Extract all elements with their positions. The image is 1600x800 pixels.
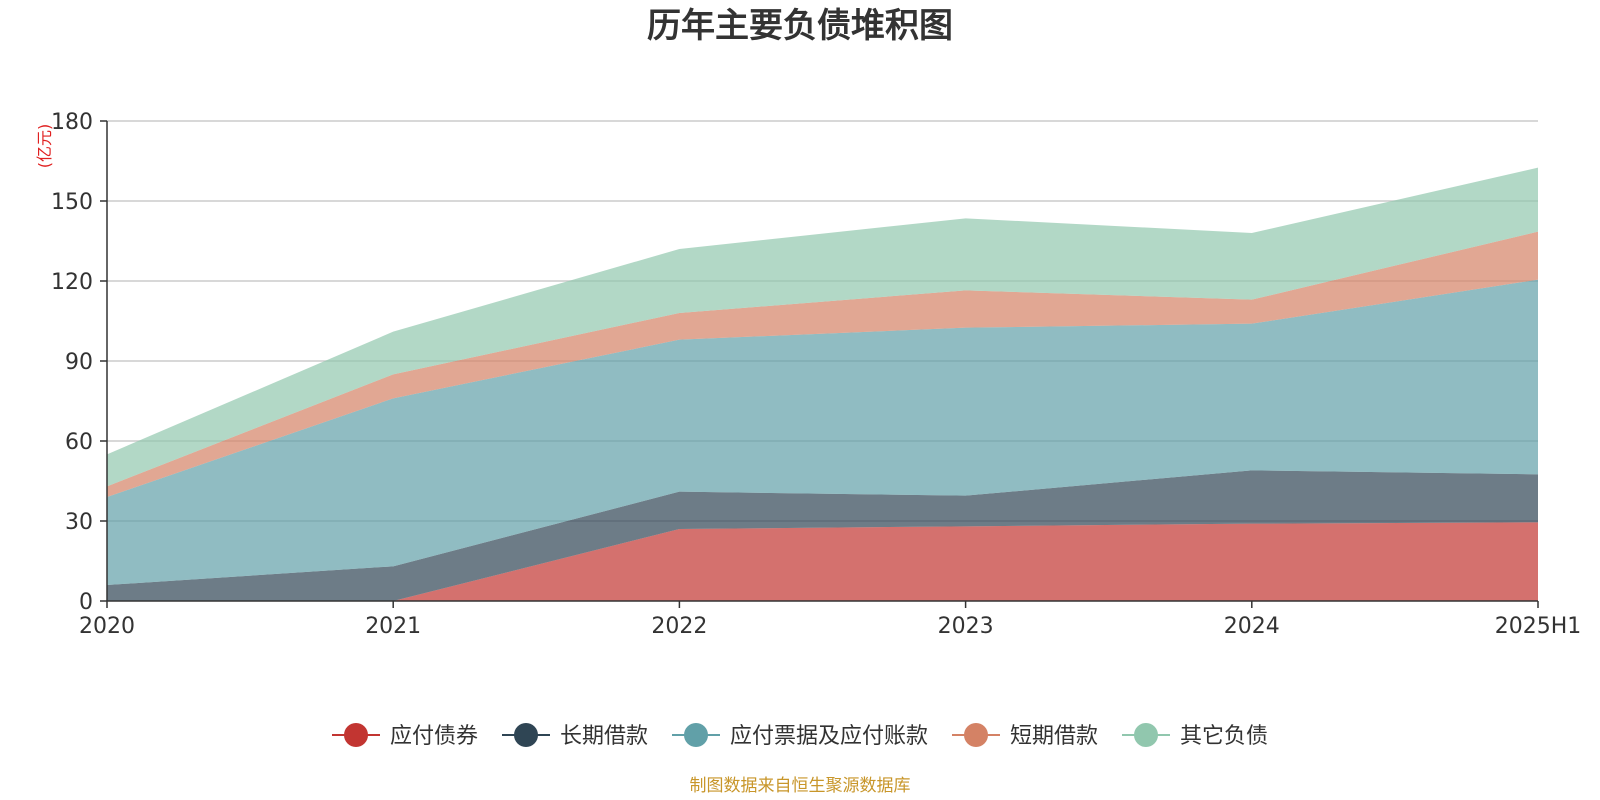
data-source-note: 制图数据来自恒生聚源数据库 <box>690 776 911 796</box>
legend-label: 应付票据及应付账款 <box>730 724 928 749</box>
area-series-3[interactable] <box>107 231 1538 498</box>
area-series-0[interactable] <box>107 522 1538 601</box>
x-tick-label: 2020 <box>79 614 135 639</box>
y-tick-label: 90 <box>65 350 93 375</box>
chart-title: 历年主要负债堆积图 <box>647 6 953 46</box>
x-tick-label: 2025H1 <box>1495 614 1582 639</box>
area-layer <box>107 167 1538 601</box>
legend-item-1[interactable]: 长期借款 <box>502 723 648 749</box>
x-tick-label: 2024 <box>1224 614 1280 639</box>
y-tick-label: 0 <box>79 590 93 615</box>
y-tick-label: 120 <box>51 270 93 295</box>
axis-layer: 0 30 60 90 120 150 180 2020 2021 2022 2023 2024 2025… <box>51 110 1581 639</box>
legend-label: 长期借款 <box>560 724 648 749</box>
x-tick-label: 2023 <box>938 614 994 639</box>
area-series-4[interactable] <box>107 167 1538 487</box>
y-tick-label: 60 <box>65 430 93 455</box>
area-series-1[interactable] <box>107 470 1538 601</box>
legend-marker <box>1134 723 1158 747</box>
x-tick-label: 2021 <box>365 614 421 639</box>
legend[interactable]: 应付债券 长期借款 应付票据及应付账款 短期借款 其它负债 <box>332 723 1268 749</box>
x-tick-label: 2022 <box>651 614 707 639</box>
y-axis-unit-label: (亿元) <box>35 124 54 169</box>
y-tick-label: 150 <box>51 190 93 215</box>
legend-marker <box>344 723 368 747</box>
y-tick-label: 30 <box>65 510 93 535</box>
legend-marker <box>964 723 988 747</box>
legend-marker <box>514 723 538 747</box>
legend-label: 短期借款 <box>1010 724 1098 749</box>
legend-marker <box>684 723 708 747</box>
area-series-2[interactable] <box>107 279 1538 585</box>
legend-label: 应付债券 <box>390 724 478 749</box>
legend-label: 其它负债 <box>1180 724 1268 749</box>
legend-item-0[interactable]: 应付债券 <box>332 723 478 749</box>
legend-item-4[interactable]: 其它负债 <box>1122 723 1268 749</box>
legend-item-2[interactable]: 应付票据及应付账款 <box>672 723 928 749</box>
y-tick-label: 180 <box>51 110 93 135</box>
legend-item-3[interactable]: 短期借款 <box>952 723 1098 749</box>
